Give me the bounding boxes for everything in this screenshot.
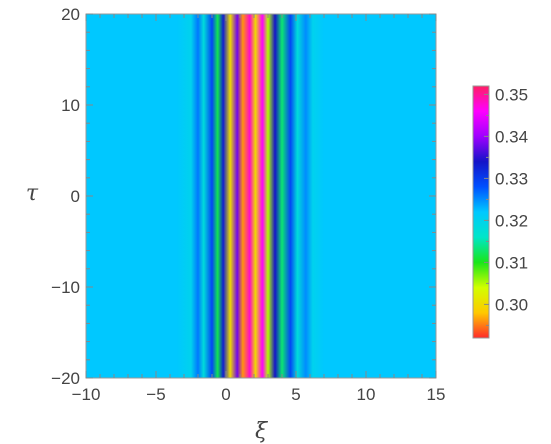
y-tick-label: −10 [51, 278, 80, 297]
x-tick-label: −10 [72, 385, 101, 404]
colorbar [472, 85, 490, 339]
x-tick-label: 0 [221, 385, 230, 404]
x-tick-label: 10 [357, 385, 376, 404]
x-tick-label: 5 [291, 385, 300, 404]
y-axis-label: τ [26, 181, 39, 206]
colorbar-tick-label: 0.31 [495, 253, 528, 272]
x-axis-ticks: −10 −5 0 5 10 15 [72, 14, 446, 404]
colorbar-tick-label: 0.33 [495, 169, 528, 188]
x-axis-label: ξ [255, 419, 269, 444]
colorbar-ticks: 0.30 0.31 0.32 0.33 0.34 0.35 [484, 85, 528, 326]
y-tick-label: 20 [61, 5, 80, 24]
y-axis-ticks: −20 −10 0 10 20 [51, 5, 436, 388]
x-tick-label: −5 [146, 385, 165, 404]
plot-field [86, 14, 436, 378]
colorbar-tick-label: 0.34 [495, 127, 528, 146]
colorbar-tick-label: 0.35 [495, 85, 528, 104]
y-tick-label: −20 [51, 369, 80, 388]
x-tick-label: 15 [427, 385, 446, 404]
y-tick-label: 10 [61, 96, 80, 115]
y-tick-label: 0 [71, 187, 80, 206]
colorbar-tick-label: 0.30 [495, 295, 528, 314]
colorbar-tick-label: 0.32 [495, 211, 528, 230]
